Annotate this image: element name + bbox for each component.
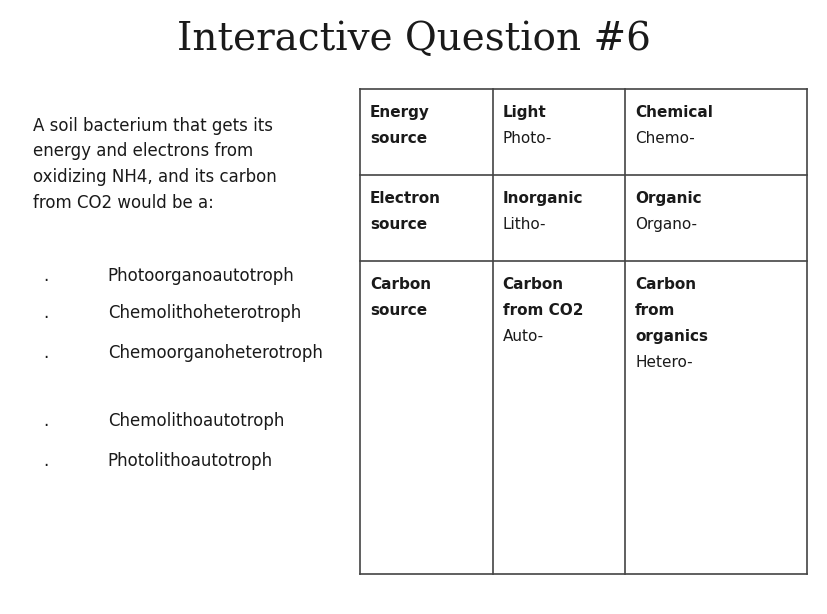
Text: .: . [43,344,48,362]
Text: Carbon: Carbon [502,278,563,292]
Text: source: source [370,217,427,232]
Text: Hetero-: Hetero- [634,355,692,370]
Text: from: from [634,303,675,318]
Text: Auto-: Auto- [502,329,543,344]
Text: .: . [43,411,48,430]
Text: organics: organics [634,329,707,344]
Text: Photoorganoautotroph: Photoorganoautotroph [108,267,294,286]
Text: Carbon: Carbon [634,278,696,292]
Text: Photolithoautotroph: Photolithoautotroph [108,451,272,470]
Text: Interactive Question #6: Interactive Question #6 [177,21,650,58]
Text: Energy: Energy [370,106,429,120]
Text: Chemoorganoheterotroph: Chemoorganoheterotroph [108,344,323,362]
Text: .: . [43,267,48,286]
Text: Chemo-: Chemo- [634,131,694,146]
Text: Photo-: Photo- [502,131,552,146]
Text: Litho-: Litho- [502,217,546,232]
Text: from CO2: from CO2 [502,303,582,318]
Text: .: . [43,451,48,470]
Text: Organo-: Organo- [634,217,696,232]
Text: Electron: Electron [370,192,441,206]
Text: Chemical: Chemical [634,106,712,120]
Text: Carbon: Carbon [370,278,431,292]
Text: Light: Light [502,106,546,120]
Text: source: source [370,303,427,318]
Text: Chemolithoautotroph: Chemolithoautotroph [108,411,284,430]
Text: source: source [370,131,427,146]
Text: Organic: Organic [634,192,700,206]
Text: A soil bacterium that gets its
energy and electrons from
oxidizing NH4, and its : A soil bacterium that gets its energy an… [33,117,276,212]
Text: Inorganic: Inorganic [502,192,582,206]
Text: .: . [43,304,48,322]
Text: Chemolithoheterotroph: Chemolithoheterotroph [108,304,300,322]
